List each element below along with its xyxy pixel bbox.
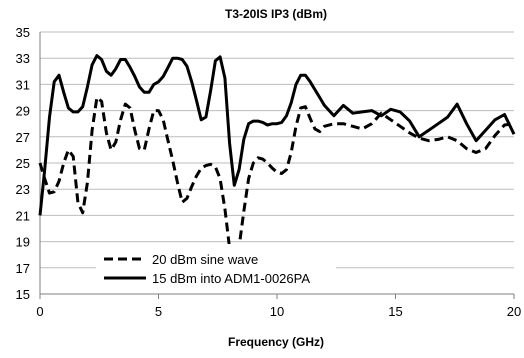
series-lines: [40, 56, 514, 266]
series-line-2: [40, 56, 514, 216]
x-tick-label: 0: [36, 304, 43, 319]
y-tick-label: 21: [16, 208, 30, 223]
gridlines: [40, 32, 514, 268]
legend-label-1: 20 dBm sine wave: [152, 252, 258, 267]
y-tick-label: 19: [16, 235, 30, 250]
chart-title: T3-20IS IP3 (dBm): [225, 7, 327, 21]
x-tick-label: 15: [388, 304, 402, 319]
y-tick-label: 31: [16, 77, 30, 92]
x-tick-label: 20: [507, 304, 521, 319]
y-tick-label: 23: [16, 182, 30, 197]
y-tick-label: 27: [16, 130, 30, 145]
y-tick-labels: 15 17 19 21 23 25 27 29 31 33 35: [16, 25, 30, 302]
y-tick-label: 25: [16, 156, 30, 171]
y-tick-label: 35: [16, 25, 30, 40]
y-tick-label: 29: [16, 104, 30, 119]
x-tick-labels: 0 5 10 15 20: [36, 304, 521, 319]
x-tick-label: 5: [155, 304, 162, 319]
legend: 20 dBm sine wave 15 dBm into ADM1-0026PA: [96, 244, 336, 286]
y-tick-label: 15: [16, 287, 30, 302]
legend-label-2: 15 dBm into ADM1-0026PA: [152, 271, 310, 286]
x-tick-label: 10: [270, 304, 284, 319]
x-axis-label: Frequency (GHz): [228, 335, 324, 349]
y-tick-label: 33: [16, 51, 30, 66]
y-tick-label: 17: [16, 261, 30, 276]
